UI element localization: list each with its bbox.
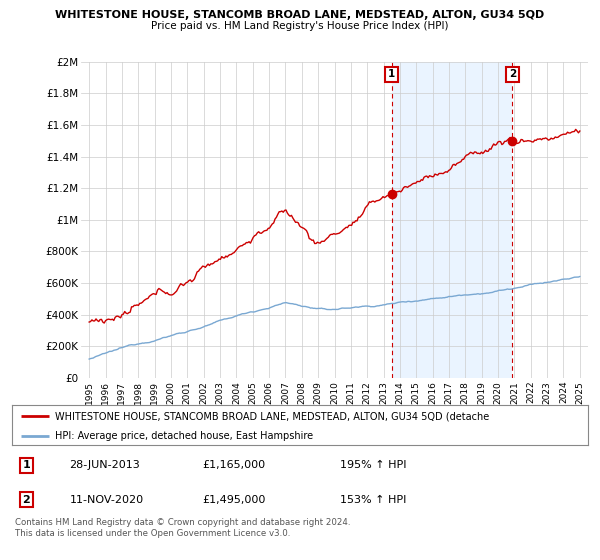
Text: HPI: Average price, detached house, East Hampshire: HPI: Average price, detached house, East… [55, 431, 313, 441]
Text: £1,495,000: £1,495,000 [202, 494, 265, 505]
Text: 2: 2 [509, 69, 516, 80]
Text: £1,165,000: £1,165,000 [202, 460, 265, 470]
Text: 153% ↑ HPI: 153% ↑ HPI [340, 494, 407, 505]
Text: WHITESTONE HOUSE, STANCOMB BROAD LANE, MEDSTEAD, ALTON, GU34 5QD: WHITESTONE HOUSE, STANCOMB BROAD LANE, M… [55, 10, 545, 20]
Text: WHITESTONE HOUSE, STANCOMB BROAD LANE, MEDSTEAD, ALTON, GU34 5QD (detache: WHITESTONE HOUSE, STANCOMB BROAD LANE, M… [55, 411, 490, 421]
Text: Price paid vs. HM Land Registry's House Price Index (HPI): Price paid vs. HM Land Registry's House … [151, 21, 449, 31]
Text: 2: 2 [23, 494, 30, 505]
Text: 1: 1 [23, 460, 30, 470]
Text: 1: 1 [388, 69, 395, 80]
Text: 195% ↑ HPI: 195% ↑ HPI [340, 460, 407, 470]
Text: This data is licensed under the Open Government Licence v3.0.: This data is licensed under the Open Gov… [15, 529, 290, 538]
Text: 28-JUN-2013: 28-JUN-2013 [70, 460, 140, 470]
Text: 11-NOV-2020: 11-NOV-2020 [70, 494, 144, 505]
Text: Contains HM Land Registry data © Crown copyright and database right 2024.: Contains HM Land Registry data © Crown c… [15, 518, 350, 527]
Bar [392, 62, 512, 378]
